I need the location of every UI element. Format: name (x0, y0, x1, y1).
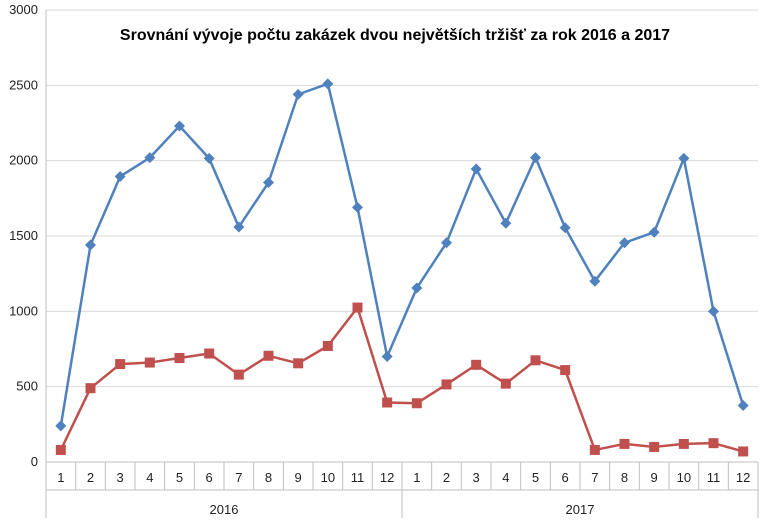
data-point-square (85, 383, 96, 394)
data-point-diamond (203, 152, 215, 164)
data-point-diamond (648, 226, 660, 238)
x-tick-label: 6 (562, 470, 569, 485)
x-tick-label: 11 (707, 470, 721, 485)
data-point-square (441, 379, 452, 390)
x-tick-label: 7 (235, 470, 242, 485)
data-point-square (55, 444, 66, 455)
x-tick-label: 5 (532, 470, 539, 485)
data-point-square (500, 378, 511, 389)
grid-lines (46, 9, 758, 388)
x-tick-label: 8 (265, 470, 272, 485)
data-point-square (619, 438, 630, 449)
data-point-diamond (381, 351, 393, 363)
data-point-square (560, 365, 571, 376)
data-point-diamond (737, 400, 749, 411)
series-lines (59, 82, 745, 453)
x-tick-label: 9 (295, 470, 302, 485)
data-point-diamond (589, 275, 601, 287)
data-point-diamond (441, 237, 452, 249)
y-tick-label: 500 (16, 379, 38, 394)
x-tick-label: 12 (380, 470, 394, 485)
x-tick-label: 2 (443, 470, 450, 485)
data-point-diamond (500, 217, 512, 229)
x-group-label: 2016 (210, 502, 239, 517)
data-point-square (204, 348, 215, 359)
data-point-square (144, 357, 155, 368)
data-point-square (738, 446, 749, 457)
data-point-square (589, 444, 600, 455)
x-tick-label: 4 (502, 470, 509, 485)
data-point-square (382, 397, 393, 408)
data-point-diamond (233, 221, 245, 233)
series-line-1 (59, 82, 745, 427)
data-point-diamond (174, 120, 185, 132)
data-point-square (530, 355, 541, 366)
data-point-square (233, 369, 244, 380)
data-point-diamond (144, 152, 156, 164)
y-tick-labels: 0 500 1000 1500 2000 2500 3000 (9, 2, 38, 469)
data-point-square (293, 358, 304, 369)
data-point-diamond (708, 305, 719, 317)
data-point-square (708, 438, 719, 449)
x-tick-label: 10 (321, 470, 335, 485)
data-point-diamond (292, 88, 304, 100)
data-point-square (263, 350, 274, 361)
y-tick-label: 2000 (9, 153, 38, 168)
data-point-diamond (559, 222, 571, 234)
data-point-diamond (263, 177, 274, 189)
x-tick-label: 2 (87, 470, 94, 485)
data-point-diamond (619, 237, 630, 249)
data-point-square (649, 441, 660, 452)
chart-title: Srovnání vývoje počtu zakázek dvou nejvě… (120, 27, 670, 44)
data-point-diamond (114, 170, 126, 182)
data-point-diamond (678, 152, 690, 164)
y-tick-label: 2500 (9, 77, 38, 92)
y-tick-label: 1000 (9, 303, 38, 318)
data-point-square (352, 302, 363, 313)
data-point-diamond (352, 201, 363, 213)
y-tick-label: 0 (31, 454, 38, 469)
data-point-diamond (411, 282, 423, 294)
x-tick-label: 11 (351, 470, 365, 485)
data-point-square (411, 398, 422, 409)
axes (45, 10, 759, 518)
y-tick-label: 3000 (9, 2, 38, 17)
x-tick-label: 7 (591, 470, 598, 485)
x-tick-label: 5 (176, 470, 183, 485)
x-tick-label: 1 (413, 470, 420, 485)
data-point-diamond (530, 152, 541, 164)
x-tick-label: 8 (621, 470, 628, 485)
x-tick-label: 4 (146, 470, 153, 485)
data-point-square (115, 359, 126, 370)
x-tick-label: 6 (206, 470, 213, 485)
data-point-diamond (470, 163, 482, 175)
data-point-diamond (55, 420, 67, 432)
data-point-diamond (322, 78, 334, 90)
data-point-square (678, 438, 689, 449)
data-point-diamond (85, 239, 96, 251)
data-point-square (322, 340, 333, 351)
x-tick-label: 1 (57, 470, 64, 485)
x-tick-label: 10 (677, 470, 691, 485)
x-tick-label: 3 (117, 470, 124, 485)
y-tick-label: 1500 (9, 228, 38, 243)
x-tick-label: 12 (736, 470, 750, 485)
series-line-2 (59, 306, 744, 453)
x-tick-label: 3 (473, 470, 480, 485)
series-markers (55, 78, 749, 457)
data-point-square (174, 353, 185, 364)
x-tick-label: 9 (651, 470, 658, 485)
x-group-label: 2017 (566, 502, 595, 517)
data-point-square (471, 359, 482, 370)
